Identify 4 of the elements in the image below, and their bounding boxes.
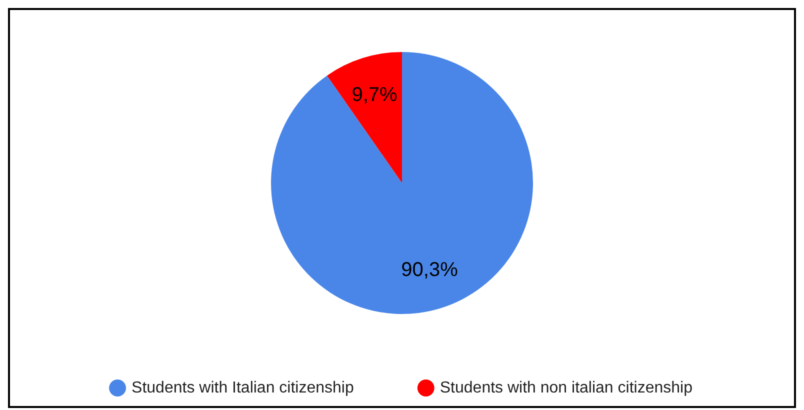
data-label: 90,3% xyxy=(401,258,458,281)
data-label: 9,7% xyxy=(352,84,398,106)
legend-label: Students with Italian citizenship xyxy=(132,379,354,396)
legend-label: Students with non italian citizenship xyxy=(440,379,693,396)
